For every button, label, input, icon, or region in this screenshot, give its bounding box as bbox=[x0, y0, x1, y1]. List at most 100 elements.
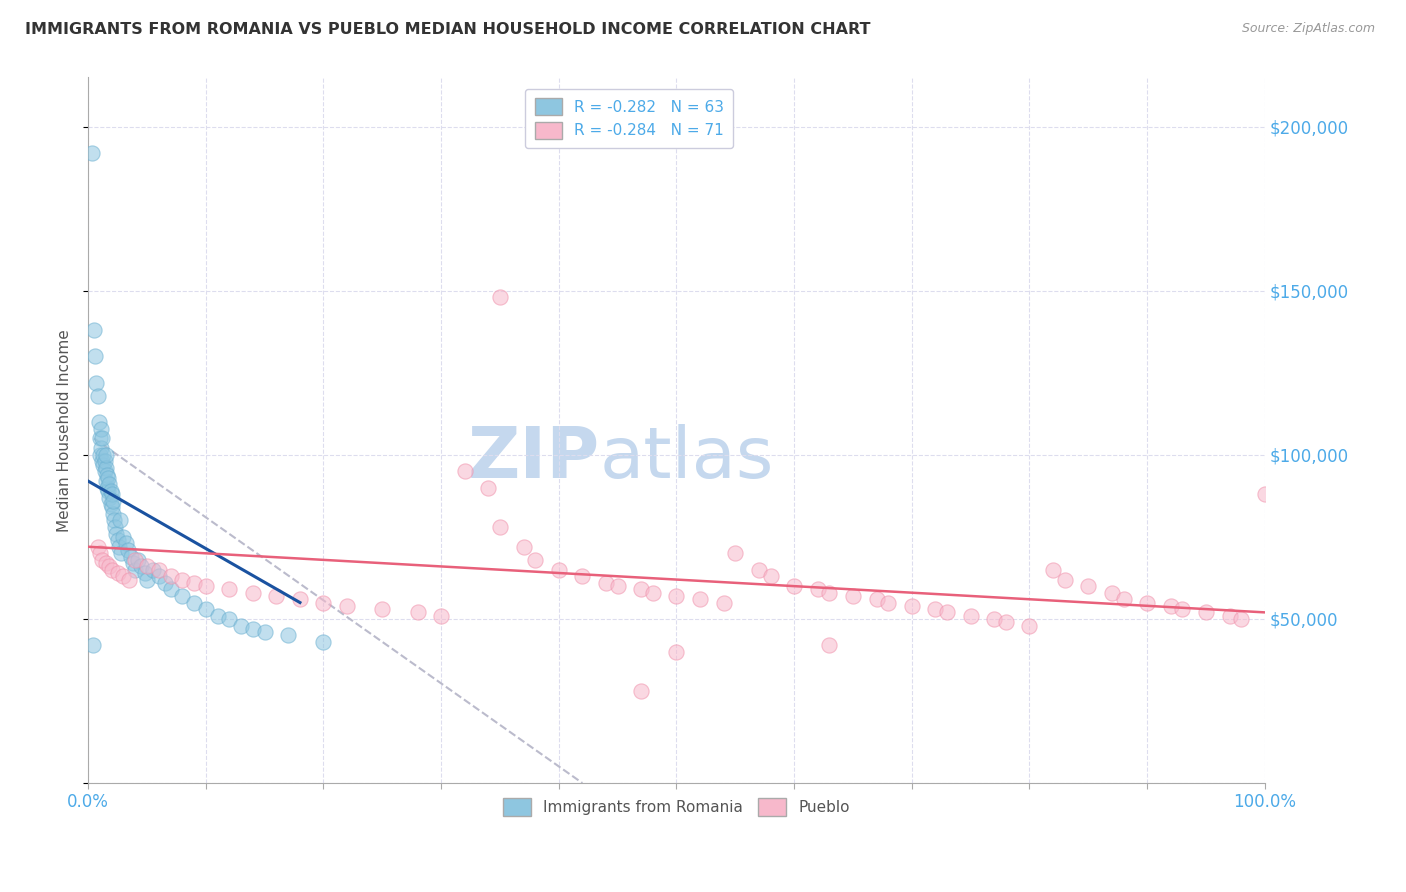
Point bbox=[194, 579, 217, 593]
Point bbox=[118, 573, 141, 587]
Point bbox=[218, 582, 240, 597]
Point bbox=[229, 618, 252, 632]
Point bbox=[194, 602, 217, 616]
Point bbox=[207, 608, 229, 623]
Point bbox=[110, 546, 132, 560]
Point bbox=[97, 483, 120, 498]
Point bbox=[89, 448, 111, 462]
Point bbox=[183, 575, 205, 590]
Point bbox=[96, 481, 118, 495]
Point bbox=[91, 553, 114, 567]
Point bbox=[524, 553, 547, 567]
Point bbox=[512, 540, 534, 554]
Point bbox=[489, 520, 512, 534]
Point bbox=[936, 606, 959, 620]
Point bbox=[98, 477, 121, 491]
Point bbox=[98, 491, 121, 505]
Point bbox=[1218, 608, 1240, 623]
Point bbox=[218, 612, 240, 626]
Point bbox=[477, 481, 499, 495]
Point bbox=[100, 497, 122, 511]
Point bbox=[371, 602, 394, 616]
Point bbox=[86, 540, 108, 554]
Point bbox=[1160, 599, 1182, 613]
Point bbox=[266, 589, 288, 603]
Point bbox=[100, 500, 122, 515]
Point bbox=[959, 608, 981, 623]
Point bbox=[101, 507, 124, 521]
Point bbox=[91, 454, 114, 468]
Point bbox=[172, 573, 194, 587]
Point bbox=[924, 602, 946, 616]
Point bbox=[124, 563, 146, 577]
Point bbox=[87, 415, 110, 429]
Point bbox=[901, 599, 924, 613]
Point bbox=[1042, 563, 1064, 577]
Point bbox=[90, 442, 112, 456]
Point bbox=[1112, 592, 1135, 607]
Point bbox=[103, 514, 125, 528]
Point bbox=[430, 608, 453, 623]
Point bbox=[759, 569, 782, 583]
Point bbox=[136, 559, 159, 574]
Point bbox=[86, 376, 108, 390]
Point bbox=[127, 553, 149, 567]
Point bbox=[100, 487, 122, 501]
Point bbox=[783, 579, 806, 593]
Point bbox=[100, 563, 122, 577]
Point bbox=[107, 533, 129, 548]
Point bbox=[89, 432, 111, 446]
Point bbox=[96, 467, 118, 482]
Point bbox=[1018, 618, 1040, 632]
Point bbox=[97, 471, 120, 485]
Point bbox=[112, 569, 135, 583]
Point bbox=[818, 585, 841, 599]
Point bbox=[153, 575, 176, 590]
Point bbox=[94, 474, 117, 488]
Point bbox=[665, 645, 688, 659]
Point bbox=[547, 563, 569, 577]
Point bbox=[242, 585, 264, 599]
Point bbox=[630, 684, 652, 698]
Point bbox=[136, 573, 159, 587]
Point bbox=[253, 625, 276, 640]
Point bbox=[641, 585, 664, 599]
Point bbox=[665, 589, 688, 603]
Point bbox=[112, 530, 135, 544]
Point bbox=[98, 559, 121, 574]
Point bbox=[89, 546, 111, 560]
Point bbox=[183, 595, 205, 609]
Point bbox=[1053, 573, 1076, 587]
Point bbox=[80, 145, 103, 160]
Point bbox=[724, 546, 747, 560]
Legend: Immigrants from Romania, Pueblo: Immigrants from Romania, Pueblo bbox=[495, 789, 859, 825]
Point bbox=[1077, 579, 1099, 593]
Point bbox=[454, 464, 477, 478]
Point bbox=[159, 582, 181, 597]
Point bbox=[94, 461, 117, 475]
Point bbox=[86, 389, 108, 403]
Point bbox=[312, 595, 335, 609]
Point bbox=[312, 635, 335, 649]
Point bbox=[983, 612, 1005, 626]
Point bbox=[406, 606, 429, 620]
Point bbox=[108, 514, 131, 528]
Point bbox=[120, 549, 142, 564]
Text: ZIP: ZIP bbox=[468, 424, 600, 493]
Point bbox=[124, 553, 146, 567]
Point bbox=[94, 556, 117, 570]
Point bbox=[1195, 606, 1218, 620]
Point bbox=[90, 421, 112, 435]
Point bbox=[91, 432, 114, 446]
Point bbox=[865, 592, 887, 607]
Point bbox=[172, 589, 194, 603]
Point bbox=[104, 520, 127, 534]
Point bbox=[148, 569, 170, 583]
Point bbox=[489, 290, 512, 304]
Point bbox=[134, 566, 156, 580]
Text: atlas: atlas bbox=[600, 424, 775, 493]
Point bbox=[818, 638, 841, 652]
Y-axis label: Median Household Income: Median Household Income bbox=[58, 329, 72, 532]
Text: IMMIGRANTS FROM ROMANIA VS PUEBLO MEDIAN HOUSEHOLD INCOME CORRELATION CHART: IMMIGRANTS FROM ROMANIA VS PUEBLO MEDIAN… bbox=[25, 22, 870, 37]
Point bbox=[107, 540, 129, 554]
